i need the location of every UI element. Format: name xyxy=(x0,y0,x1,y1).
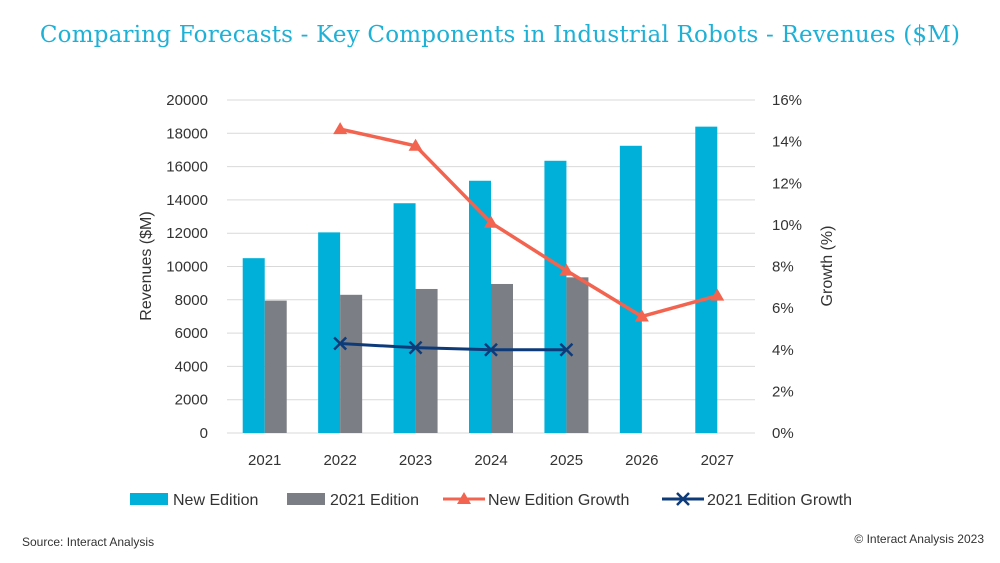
legend-swatch-2021-edition xyxy=(287,493,325,505)
y2-tick-label: 10% xyxy=(772,217,802,234)
copyright-note: © Interact Analysis 2023 xyxy=(854,532,984,546)
bar-2021-edition-2024 xyxy=(491,283,513,433)
legend-swatch-new-edition xyxy=(130,493,168,505)
y2-axis-ticks: 0% 2% 4% 6% 8% 10% 12% 14% 16% xyxy=(772,92,802,442)
y-tick-label: 0 xyxy=(200,425,208,442)
bar-2021-edition-2023 xyxy=(415,288,438,433)
y2-tick-label: 8% xyxy=(772,259,794,276)
y2-tick-label: 4% xyxy=(772,342,794,359)
y-tick-label: 20000 xyxy=(166,92,208,109)
bar-2021-edition-2022 xyxy=(340,294,363,433)
marker-new-edition-growth-2024 xyxy=(484,215,498,228)
marker-new-edition-growth-2027 xyxy=(710,288,725,301)
legend-marker-new-edition-growth xyxy=(457,492,471,504)
growth-lines xyxy=(333,122,725,357)
x-tick-label: 2025 xyxy=(550,452,583,469)
x-tick-label: 2026 xyxy=(625,452,658,469)
x-tick-label: 2027 xyxy=(701,452,734,469)
bar-new-edition-2022 xyxy=(318,232,341,433)
bar-new-edition-2023 xyxy=(393,203,416,433)
line-new-edition-growth xyxy=(339,127,718,319)
bar-new-edition-2021 xyxy=(242,258,265,433)
y-tick-label: 18000 xyxy=(166,125,208,142)
y-tick-label: 16000 xyxy=(166,159,208,176)
x-tick-label: 2024 xyxy=(474,452,507,469)
legend-label-new-edition: New Edition xyxy=(173,492,258,509)
y-axis-ticks: 0 2000 4000 6000 8000 10000 12000 14000 16000 180… xyxy=(166,92,208,442)
bar-2021-edition-2021 xyxy=(264,300,287,433)
y-tick-label: 14000 xyxy=(166,192,208,209)
bar-new-edition-2027 xyxy=(695,126,718,433)
x-tick-label: 2022 xyxy=(323,452,356,469)
legend-marker-2021-edition-growth xyxy=(676,492,690,506)
y-axis-title: Revenues ($M) xyxy=(138,211,155,320)
y-tick-label: 4000 xyxy=(175,358,208,375)
legend: New Edition 2021 Edition New Edition Growt… xyxy=(130,492,852,509)
bar-new-edition-2024 xyxy=(469,180,491,433)
legend-label-new-edition-growth: New Edition Growth xyxy=(488,492,629,509)
y2-tick-label: 0% xyxy=(772,425,794,442)
source-note: Source: Interact Analysis xyxy=(22,535,155,549)
y-tick-label: 12000 xyxy=(166,225,208,242)
marker-2021-edition-growth-2022 xyxy=(333,336,348,351)
marker-new-edition-growth-2023 xyxy=(408,138,423,151)
marker-2021-edition-growth-2023 xyxy=(408,340,423,355)
y2-tick-label: 6% xyxy=(772,300,794,317)
y2-tick-label: 14% xyxy=(772,134,802,151)
bar-2021-edition-2025 xyxy=(566,277,589,433)
y-tick-label: 2000 xyxy=(175,392,208,409)
x-tick-label: 2021 xyxy=(248,452,281,469)
legend-label-2021-edition: 2021 Edition xyxy=(330,492,419,509)
y2-axis-title: Growth (%) xyxy=(819,226,836,307)
y2-tick-label: 2% xyxy=(772,383,794,400)
y2-tick-label: 12% xyxy=(772,175,802,192)
bars xyxy=(242,126,718,433)
bar-new-edition-2026 xyxy=(619,145,642,433)
x-axis-ticks: 2021 2022 2023 2024 2025 2026 2027 xyxy=(248,452,734,469)
y-tick-label: 6000 xyxy=(175,325,208,342)
bar-new-edition-2025 xyxy=(544,160,567,433)
chart-title: Comparing Forecasts - Key Components in … xyxy=(39,22,961,48)
marker-new-edition-growth-2026 xyxy=(634,309,649,322)
line-2021-edition-growth xyxy=(340,342,567,352)
marker-new-edition-growth-2022 xyxy=(333,122,348,135)
marker-2021-edition-growth-2025 xyxy=(559,342,574,357)
y-tick-label: 10000 xyxy=(166,259,208,276)
y2-tick-label: 16% xyxy=(772,92,802,109)
marker-2021-edition-growth-2024 xyxy=(484,342,498,357)
x-tick-label: 2023 xyxy=(399,452,432,469)
legend-label-2021-edition-growth: 2021 Edition Growth xyxy=(707,492,852,509)
y-tick-label: 8000 xyxy=(175,292,208,309)
marker-new-edition-growth-2025 xyxy=(559,263,574,276)
